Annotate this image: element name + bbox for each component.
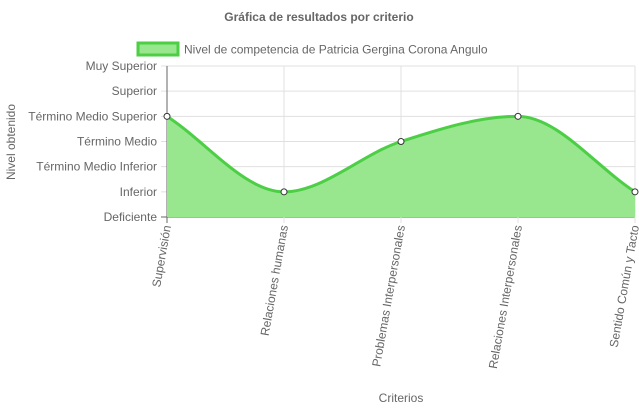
y-tick-layer: Deficiente Inferior Término Medio Inferior…	[28, 59, 157, 224]
x-tick-layer: Supervisión Relaciones humanas Problemas I…	[149, 224, 639, 370]
data-point[interactable]	[514, 112, 522, 120]
y-tick-label: Inferior	[120, 185, 157, 199]
y-tick-label: Muy Superior	[86, 59, 157, 73]
legend-label[interactable]: Nivel de competencia de Patricia Gergina…	[184, 43, 488, 57]
data-point[interactable]	[631, 188, 639, 196]
y-tick-label: Término Medio Inferior	[36, 160, 157, 174]
x-tick-label: Relaciones Interpersonales	[486, 224, 525, 370]
x-tick-label: Supervisión	[149, 224, 174, 288]
legend-swatch[interactable]	[136, 41, 180, 57]
data-point[interactable]	[163, 112, 171, 120]
x-tick-label: Sentido Común y Tacto	[607, 224, 639, 349]
data-point[interactable]	[397, 138, 405, 145]
y-tick-label: Deficiente	[104, 210, 158, 224]
x-axis-label: Criterios	[379, 391, 424, 405]
y-tick-label: Término Medio	[77, 135, 157, 149]
y-tick-label: Término Medio Superior	[28, 109, 157, 123]
x-tick-label: Relaciones humanas	[258, 224, 291, 337]
data-point[interactable]	[280, 188, 288, 196]
chart-title: Gráfica de resultados por criterio	[224, 10, 413, 24]
y-axis-label: Nivel obtenido	[4, 104, 18, 180]
x-tick-label: Problemas Interpersonales	[369, 224, 408, 368]
point-layer	[163, 112, 639, 196]
y-tick-label: Superior	[112, 84, 157, 98]
